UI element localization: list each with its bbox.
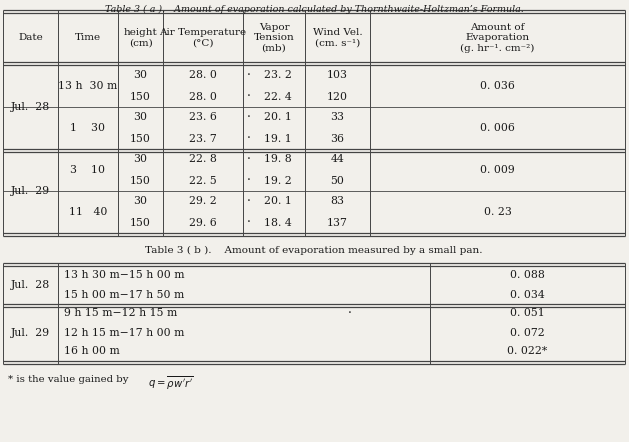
Text: Air Temperature
(°C): Air Temperature (°C): [159, 28, 247, 48]
Text: 28. 0: 28. 0: [189, 91, 217, 102]
Text: 23. 2: 23. 2: [264, 71, 292, 80]
Text: Vapor
Tension
(mb): Vapor Tension (mb): [253, 23, 294, 53]
Text: 120: 120: [327, 91, 348, 102]
Text: 1    30: 1 30: [70, 123, 106, 133]
Text: 33: 33: [330, 113, 345, 122]
Text: 36: 36: [330, 133, 345, 144]
Text: ·: ·: [247, 132, 251, 145]
Text: ·: ·: [247, 69, 251, 82]
Text: 44: 44: [331, 155, 344, 164]
Text: 103: 103: [327, 71, 348, 80]
Text: Table 3 ( b ).    Amount of evaporation measured by a small pan.: Table 3 ( b ). Amount of evaporation mea…: [145, 246, 482, 255]
Text: 19. 8: 19. 8: [264, 155, 292, 164]
Text: 50: 50: [331, 175, 345, 186]
Text: 30: 30: [133, 113, 147, 122]
Text: 0. 034: 0. 034: [510, 290, 545, 300]
Text: 16 h 00 m: 16 h 00 m: [64, 347, 120, 357]
Text: 19. 1: 19. 1: [264, 133, 292, 144]
Text: ·: ·: [247, 90, 251, 103]
Text: 0. 051: 0. 051: [510, 309, 545, 319]
Text: 150: 150: [130, 175, 151, 186]
Text: 12 h 15 m−17 h 00 m: 12 h 15 m−17 h 00 m: [64, 328, 184, 338]
Text: height
(cm): height (cm): [124, 28, 157, 48]
Text: $q=\overline{\rho w' r'}$: $q=\overline{\rho w' r'}$: [148, 375, 193, 392]
Text: 20. 1: 20. 1: [264, 113, 292, 122]
Text: Wind Vel.
(cm. s⁻¹): Wind Vel. (cm. s⁻¹): [313, 28, 362, 48]
Text: Jul.  29: Jul. 29: [11, 328, 50, 338]
Text: 83: 83: [330, 197, 345, 206]
Text: 30: 30: [133, 155, 147, 164]
Text: 9 h 15 m−12 h 15 m: 9 h 15 m−12 h 15 m: [64, 309, 177, 319]
Text: 0. 072: 0. 072: [510, 328, 545, 338]
Text: 0. 006: 0. 006: [480, 123, 515, 133]
Text: Jul.  28: Jul. 28: [11, 102, 50, 112]
Text: ·: ·: [348, 307, 352, 320]
Text: 22. 8: 22. 8: [189, 155, 217, 164]
Text: 18. 4: 18. 4: [264, 217, 292, 228]
Text: Date: Date: [18, 34, 43, 42]
Text: 0. 23: 0. 23: [484, 207, 511, 217]
Text: 15 h 00 m−17 h 50 m: 15 h 00 m−17 h 50 m: [64, 290, 184, 300]
Text: 0. 088: 0. 088: [510, 271, 545, 281]
Text: 23. 7: 23. 7: [189, 133, 217, 144]
Text: 29. 6: 29. 6: [189, 217, 217, 228]
Text: 13 h 30 m−15 h 00 m: 13 h 30 m−15 h 00 m: [64, 271, 184, 281]
Text: 137: 137: [327, 217, 348, 228]
Text: 30: 30: [133, 197, 147, 206]
Text: Time: Time: [75, 34, 101, 42]
Text: 20. 1: 20. 1: [264, 197, 292, 206]
Text: ·: ·: [247, 174, 251, 187]
Text: 29. 2: 29. 2: [189, 197, 217, 206]
Text: Jul.  28: Jul. 28: [11, 280, 50, 290]
Text: 30: 30: [133, 71, 147, 80]
Text: Table 3 ( a ).   Amount of evaporation calculated by Thornthwaite-Holtzman’s For: Table 3 ( a ). Amount of evaporation cal…: [104, 5, 523, 14]
Text: 0. 022*: 0. 022*: [508, 347, 548, 357]
Text: 22. 5: 22. 5: [189, 175, 217, 186]
Text: Amount of
Evaporation
(g. hr⁻¹. cm⁻²): Amount of Evaporation (g. hr⁻¹. cm⁻²): [460, 23, 535, 53]
Text: * is the value gained by: * is the value gained by: [8, 375, 135, 384]
Text: 150: 150: [130, 91, 151, 102]
Text: ·: ·: [247, 216, 251, 229]
Text: 23. 6: 23. 6: [189, 113, 217, 122]
Text: 22. 4: 22. 4: [264, 91, 292, 102]
Text: ·: ·: [247, 111, 251, 124]
Text: ·: ·: [247, 153, 251, 166]
Text: 3    10: 3 10: [70, 165, 106, 175]
Text: 150: 150: [130, 133, 151, 144]
Text: 150: 150: [130, 217, 151, 228]
Text: ·: ·: [247, 195, 251, 208]
Text: 0. 009: 0. 009: [480, 165, 515, 175]
Text: 19. 2: 19. 2: [264, 175, 292, 186]
Text: 13 h  30 m: 13 h 30 m: [58, 81, 118, 91]
Text: 11   40: 11 40: [69, 207, 107, 217]
Text: Jul.  29: Jul. 29: [11, 186, 50, 196]
Text: 0. 036: 0. 036: [480, 81, 515, 91]
Text: 28. 0: 28. 0: [189, 71, 217, 80]
